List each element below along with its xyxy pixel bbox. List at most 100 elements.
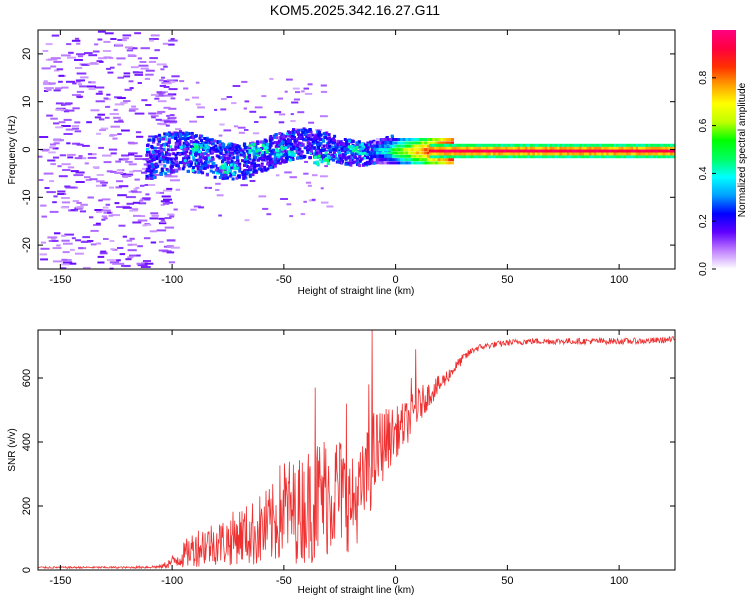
spectrogram-cell	[244, 100, 250, 103]
spectrogram-cell	[279, 136, 283, 140]
spectrogram-cell	[250, 142, 254, 146]
spectrogram-cell	[429, 143, 433, 147]
spectrogram-cell	[574, 155, 578, 159]
spectrogram-cell	[166, 160, 170, 164]
spectrogram-cell	[145, 153, 149, 157]
spectrogram-cell	[102, 184, 107, 187]
spectrogram-cell	[318, 158, 322, 161]
spectrogram-cell	[561, 149, 565, 153]
spectrogram-cell	[98, 146, 104, 149]
spectrogram-cell	[278, 132, 282, 136]
spectrogram-x-axis: -150 -100 -50 0 50 100	[49, 30, 628, 286]
spectrogram-cell	[301, 130, 305, 134]
spectrogram-cell	[630, 143, 634, 147]
spectrogram-cell	[512, 146, 516, 150]
spectrogram-cell	[660, 155, 664, 159]
spectrogram-cell	[520, 155, 524, 159]
spectrogram-cell	[287, 150, 291, 154]
spectrogram-cell	[311, 198, 316, 201]
spectrogram-cell	[167, 93, 177, 96]
spectrogram-cell	[381, 144, 385, 148]
spectrogram-cell	[162, 137, 165, 141]
spectrogram-cell	[390, 134, 394, 138]
spectrogram-cell	[115, 259, 121, 262]
spectrogram-cell	[150, 169, 154, 173]
spectrogram-cell	[439, 143, 442, 147]
spectrogram-cell	[373, 148, 377, 152]
spectrogram-cell	[204, 143, 208, 147]
spectrogram-cell	[483, 149, 487, 153]
spectrogram-cell	[181, 161, 184, 165]
spectrogram-cell	[290, 134, 294, 138]
spectrogram-cell	[441, 152, 445, 156]
spectrogram-cell	[327, 148, 331, 152]
spectrogram-cell	[52, 201, 57, 204]
spectrogram-cell	[441, 146, 445, 150]
spectrogram-cell	[320, 175, 328, 178]
spectrogram-cell	[163, 132, 167, 136]
spectrogram-cell	[451, 143, 455, 147]
spectrogram-cell	[178, 142, 182, 146]
spectrogram-cell	[361, 163, 365, 167]
spectrogram-cell	[54, 69, 60, 72]
spectrogram-cell	[166, 251, 175, 254]
spectrogram-cell	[303, 133, 307, 137]
spectrogram-cell	[172, 80, 176, 83]
spectrogram-cell	[478, 152, 482, 156]
spectrogram-cell	[386, 144, 390, 148]
spectrogram-cell	[566, 146, 570, 150]
spectrogram-cell	[262, 207, 269, 210]
spectrogram-cell	[178, 140, 182, 143]
spectrogram-cell	[532, 155, 536, 159]
spectrogram-cell	[571, 155, 575, 159]
spectrogram-cell	[193, 205, 201, 208]
spectrogram-cell	[163, 198, 172, 201]
spectrogram-cell	[266, 157, 270, 160]
spectrogram-cell	[75, 67, 83, 69]
spectrogram-cell	[263, 154, 267, 158]
spectrogram-cell	[258, 195, 267, 198]
spectrogram-cell	[196, 148, 200, 152]
spectrogram-cell	[200, 139, 203, 143]
spectrogram-cell	[413, 148, 417, 152]
spectrogram-cell	[461, 146, 465, 150]
spectrogram-cell	[149, 217, 159, 220]
spectrogram-cell	[327, 133, 331, 137]
spectrogram-cell	[153, 155, 157, 159]
spectrogram-cell	[184, 149, 188, 153]
spectrogram-cell	[448, 149, 452, 153]
spectrogram-cell	[429, 149, 433, 153]
spectrogram-cell	[121, 264, 131, 267]
spectrogram-cell	[90, 229, 99, 232]
spectrogram-cell	[40, 258, 49, 261]
spectrogram-cell	[303, 172, 309, 175]
spectrogram-cell	[151, 116, 156, 119]
spectrogram-cell	[292, 128, 295, 132]
spectrogram-cell	[660, 143, 664, 147]
spectrogram-cell	[432, 158, 436, 162]
spectrogram-cell	[182, 162, 186, 166]
spectrogram-cell	[571, 146, 575, 150]
spectrogram-cell	[278, 161, 282, 165]
spectrogram-cell	[160, 148, 164, 152]
spectrogram-cell	[559, 146, 563, 150]
spectrogram-cell	[397, 148, 401, 152]
spectrogram-cell	[117, 97, 126, 99]
spectrogram-cell	[95, 210, 102, 213]
spectrogram-cell	[539, 155, 543, 159]
spectrogram-cell	[408, 138, 412, 141]
spectrogram-cell	[392, 154, 395, 158]
spectrogram-cell	[151, 140, 155, 144]
spectrogram-cell	[328, 156, 332, 160]
spectrogram-cell	[226, 96, 233, 98]
spectrogram-cell	[378, 158, 382, 162]
spectrogram-cell	[429, 141, 433, 145]
spectrogram-cell	[338, 154, 342, 158]
spectrogram-cell	[305, 135, 309, 139]
spectrogram-cell	[75, 171, 85, 174]
spectrogram-cell	[217, 155, 221, 159]
spectrogram-cell	[112, 262, 119, 265]
spectrogram-cell	[199, 166, 203, 170]
spectrogram-cell	[405, 154, 409, 158]
